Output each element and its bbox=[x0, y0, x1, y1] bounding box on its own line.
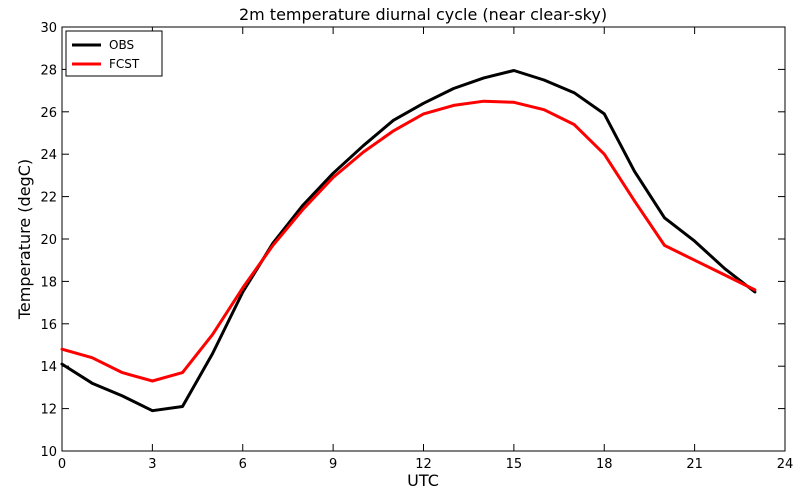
x-tick-label-0: 0 bbox=[58, 457, 66, 472]
y-tick-label-30: 30 bbox=[40, 21, 57, 36]
series-line-obs bbox=[60, 69, 757, 413]
y-tick-label-26: 26 bbox=[40, 106, 57, 121]
y-tick-label-16: 16 bbox=[40, 318, 57, 333]
x-tick-label-24: 24 bbox=[777, 457, 794, 472]
x-tick-label-12: 12 bbox=[415, 457, 432, 472]
y-axis-label: Temperature (degC) bbox=[15, 159, 34, 320]
chart-title: 2m temperature diurnal cycle (near clear… bbox=[239, 5, 607, 24]
y-tick-label-24: 24 bbox=[40, 148, 57, 163]
x-axis-label: UTC bbox=[407, 471, 439, 490]
x-tick-label-21: 21 bbox=[686, 457, 703, 472]
y-tick-label-14: 14 bbox=[40, 360, 57, 375]
x-tick-label-3: 3 bbox=[148, 457, 156, 472]
x-tick-label-18: 18 bbox=[596, 457, 613, 472]
y-tick-label-20: 20 bbox=[40, 233, 57, 248]
y-tick-label-10: 10 bbox=[40, 445, 57, 460]
legend-label-fcst: FCST bbox=[109, 57, 140, 71]
plot-frame bbox=[61, 26, 786, 452]
x-tick-label-9: 9 bbox=[329, 457, 337, 472]
legend: OBS FCST bbox=[65, 30, 163, 77]
y-tick-label-22: 22 bbox=[40, 191, 57, 206]
y-tick-label-28: 28 bbox=[40, 63, 57, 78]
x-tick-label-15: 15 bbox=[506, 457, 523, 472]
series-line-fcst bbox=[60, 99, 757, 383]
y-tick-label-18: 18 bbox=[40, 275, 57, 290]
x-tick-label-6: 6 bbox=[239, 457, 247, 472]
series-lines bbox=[60, 69, 757, 413]
y-tick-label-12: 12 bbox=[40, 403, 57, 418]
y-ticks: 10 12 14 16 18 20 22 24 26 28 30 bbox=[40, 21, 785, 460]
legend-label-obs: OBS bbox=[109, 38, 134, 52]
x-ticks: 0 3 6 9 12 15 18 21 24 bbox=[58, 27, 793, 472]
legend-box bbox=[65, 30, 163, 77]
